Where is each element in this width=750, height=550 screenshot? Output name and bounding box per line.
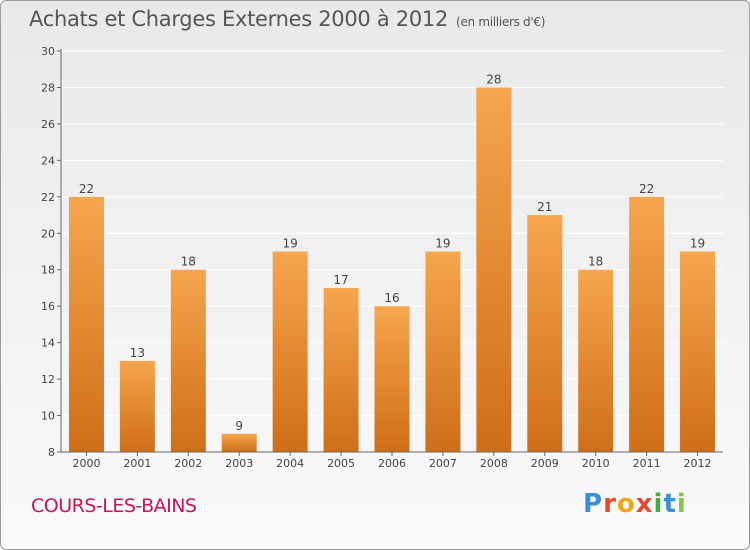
bar-value-label: 28 xyxy=(486,72,501,86)
town-name: COURS-LES-BAINS xyxy=(31,495,197,517)
bar-value-label: 22 xyxy=(639,182,654,196)
axes: 8 10 12 14 16 18 20 22 24 26 28 30 2000 2001 2002 2003 2… xyxy=(41,45,723,470)
y-tick-label: 12 xyxy=(41,373,55,386)
y-tick-label: 28 xyxy=(41,81,55,94)
y-tick-label: 26 xyxy=(41,118,55,131)
bar xyxy=(425,251,461,452)
bar xyxy=(323,287,359,452)
y-tick-label: 22 xyxy=(41,191,55,204)
x-tick-label: 2006 xyxy=(378,457,406,470)
bar-value-label: 17 xyxy=(333,273,348,287)
x-tick-label: 2000 xyxy=(72,457,100,470)
x-tick-label: 2003 xyxy=(225,457,253,470)
logo-letter: o xyxy=(616,489,636,519)
bar xyxy=(680,251,716,452)
bar-value-label: 19 xyxy=(283,237,298,251)
y-tick-label: 24 xyxy=(41,154,55,167)
bar xyxy=(170,269,206,452)
bar xyxy=(68,196,104,452)
x-tick-label: 2009 xyxy=(531,457,559,470)
bar-value-label: 18 xyxy=(588,255,603,269)
logo-letter: i xyxy=(653,489,664,519)
logo-letter: x xyxy=(635,489,654,519)
logo-letter: i xyxy=(676,489,687,519)
y-tick-label: 10 xyxy=(41,410,55,423)
logo-letter: r xyxy=(603,489,617,519)
bar xyxy=(374,306,410,452)
bar xyxy=(119,360,155,452)
bar-value-label: 19 xyxy=(435,237,450,251)
bar xyxy=(527,215,563,452)
x-tick-label: 2012 xyxy=(684,457,712,470)
y-tick-label: 8 xyxy=(48,446,55,459)
y-tick-label: 14 xyxy=(41,337,55,350)
chart-subtitle: (en milliers d'€) xyxy=(456,15,546,29)
y-tick-label: 30 xyxy=(41,45,55,58)
bar xyxy=(629,196,665,452)
bar-value-label: 18 xyxy=(181,255,196,269)
chart-title: Achats et Charges Externes 2000 à 2012 (e… xyxy=(29,7,545,31)
bar xyxy=(221,433,257,452)
bar-value-label: 22 xyxy=(79,182,94,196)
logo-letter: P xyxy=(583,489,604,519)
y-tick-label: 18 xyxy=(41,264,55,277)
logo-letter: t xyxy=(663,489,677,519)
bar-value-label: 16 xyxy=(384,291,399,305)
y-tick-label: 20 xyxy=(41,227,55,240)
x-tick-label: 2011 xyxy=(633,457,661,470)
x-tick-label: 2007 xyxy=(429,457,457,470)
chart-title-text: Achats et Charges Externes 2000 à 2012 xyxy=(29,7,449,31)
x-tick-label: 2002 xyxy=(174,457,202,470)
bar-value-label: 13 xyxy=(130,346,145,360)
y-tick-label: 16 xyxy=(41,300,55,313)
bar xyxy=(578,269,614,452)
bar-value-label: 21 xyxy=(537,200,552,214)
bars: 22 13 18 9 19 17 16 19 28 21 18 22 19 xyxy=(68,72,716,453)
proxiti-logo[interactable]: Proxiti xyxy=(583,489,687,519)
bar xyxy=(476,87,512,453)
bar-value-label: 19 xyxy=(690,237,705,251)
x-tick-label: 2008 xyxy=(480,457,508,470)
bar xyxy=(272,251,308,452)
x-tick-label: 2001 xyxy=(123,457,151,470)
bar-value-label: 9 xyxy=(235,419,243,433)
x-tick-label: 2004 xyxy=(276,457,304,470)
x-tick-label: 2005 xyxy=(327,457,355,470)
x-tick-label: 2010 xyxy=(582,457,610,470)
